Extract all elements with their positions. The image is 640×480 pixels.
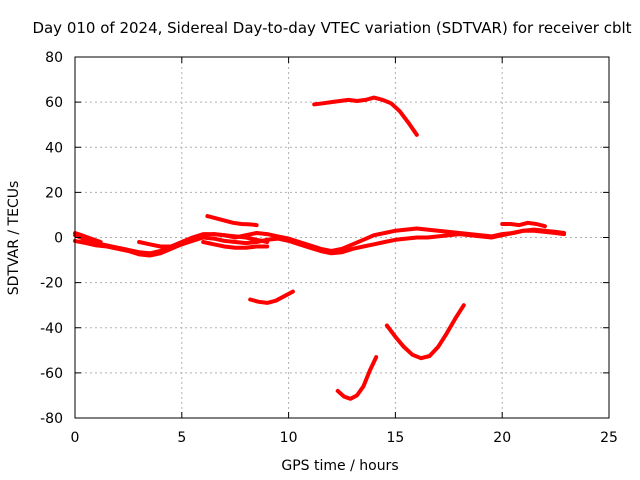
- x-tick-label-4: 20: [493, 430, 511, 446]
- y-tick-label-1: -60: [40, 366, 63, 382]
- y-tick-label-6: 40: [45, 140, 63, 156]
- series-arc-main-2: [73, 228, 567, 258]
- series-arc-14-to-18: [384, 303, 466, 361]
- y-tick-label-8: 80: [45, 50, 63, 66]
- series-layer: [73, 95, 567, 401]
- y-tick-label-4: 0: [54, 231, 63, 247]
- y-tick-label-7: 60: [45, 95, 63, 111]
- y-axis-label: SDTVAR / TECUs: [6, 181, 22, 296]
- y-tick-label-5: 20: [45, 185, 63, 201]
- x-axis-label: GPS time / hours: [281, 458, 398, 474]
- series-arc-short-b: [137, 233, 206, 249]
- series-arc-20-to-22: [500, 220, 547, 229]
- series-arc-8-to-10: [248, 289, 295, 305]
- y-tick-label-3: -20: [40, 276, 63, 292]
- series-arc-6-to-8: [205, 214, 259, 228]
- series-arc-6-to-9-low: [211, 232, 270, 244]
- series-arc-11-to-16: [312, 95, 419, 137]
- x-tick-label-0: 0: [71, 430, 80, 446]
- x-tick-label-2: 10: [280, 430, 298, 446]
- x-tick-label-3: 15: [386, 430, 404, 446]
- series-arc-short-a: [73, 231, 103, 244]
- x-tick-label-5: 25: [600, 430, 618, 446]
- x-tick-label-1: 5: [177, 430, 186, 446]
- y-tick-label-0: -80: [40, 411, 63, 427]
- series-arc-short-c: [201, 240, 270, 250]
- tick-layer: 0 5 10 15 20 25 -80 -60 -40 -20 0 20 40 60 80: [40, 50, 618, 446]
- series-arc-12-to-14: [335, 355, 379, 401]
- chart-title: Day 010 of 2024, Sidereal Day-to-day VTE…: [32, 19, 631, 37]
- y-tick-label-2: -40: [40, 321, 63, 337]
